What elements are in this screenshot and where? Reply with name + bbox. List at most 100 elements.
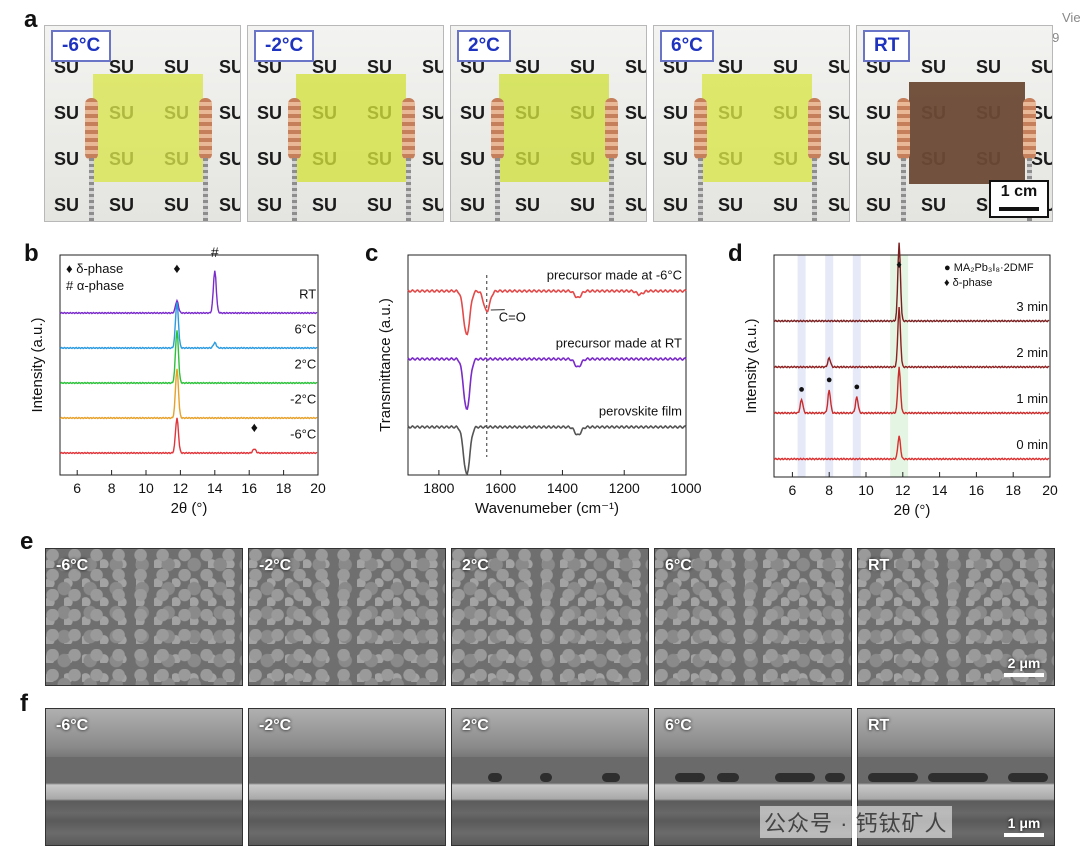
right-clip: [199, 98, 212, 160]
sem-image: -2°C: [248, 708, 446, 846]
su-text: SU: [421, 56, 443, 77]
series-label: 3 min: [1016, 299, 1048, 314]
su-text: SU: [569, 194, 595, 215]
su-text: SU: [772, 56, 798, 77]
panel-label-a: a: [24, 6, 38, 33]
sem-temperature-label: 6°C: [665, 557, 692, 574]
right-clip: [808, 98, 821, 160]
series-label: 2 min: [1016, 345, 1048, 360]
su-text: SU: [624, 194, 646, 215]
left-wire: [89, 158, 94, 221]
panel-label-b: b: [24, 240, 39, 267]
sample-photo: SUSUSUSUSUSUSUSUSUSUSUSUSUSUSUSU-2°C: [247, 25, 444, 222]
xrd-chart-b: 6 8 10 12 14 16 18 20 2θ (°) Intensity (a.u.) ♦ δ-…: [29, 244, 326, 517]
x-tick-label: 14: [932, 482, 948, 498]
right-wire: [812, 158, 817, 221]
x-axis-label: 2θ (°): [171, 500, 208, 517]
su-text: SU: [366, 56, 392, 77]
temperature-label: 2°C: [457, 30, 511, 62]
series-label: 1 min: [1016, 391, 1048, 406]
peak-marker: ●: [826, 374, 833, 386]
series-label: RT: [299, 286, 316, 301]
sem-scale-bar-line: [1004, 673, 1044, 677]
su-text: SU: [218, 148, 240, 169]
left-wire: [901, 158, 906, 221]
series-line: [773, 435, 1050, 461]
x-tick-label: 12: [895, 482, 911, 498]
corner-text: Vie: [1062, 10, 1080, 25]
perovskite-film: [296, 74, 406, 182]
y-axis-label: Intensity (a.u.): [29, 317, 46, 412]
x-tick-label: 1000: [670, 480, 701, 496]
x-tick-label: 18: [276, 480, 292, 496]
su-text: SU: [1030, 56, 1052, 77]
void-region: [868, 773, 918, 782]
su-text: SU: [624, 102, 646, 123]
su-text: SU: [256, 102, 282, 123]
void-region: [540, 773, 552, 782]
su-text: SU: [421, 194, 443, 215]
su-text: SU: [108, 56, 134, 77]
y-axis-label: Transmittance (a.u.): [377, 298, 394, 432]
sem-scale-bar-line: [1004, 833, 1044, 837]
sem-temperature-label: RT: [868, 717, 890, 734]
left-clip: [897, 98, 910, 160]
peak-marker: #: [211, 244, 219, 260]
sem-scale-bar-label: 1 μm: [1007, 815, 1041, 831]
perovskite-film: [702, 74, 812, 182]
su-text: SU: [459, 194, 485, 215]
series-line: [59, 368, 318, 420]
right-wire: [609, 158, 614, 221]
su-text: SU: [421, 102, 443, 123]
su-text: SU: [459, 102, 485, 123]
x-tick-label: 14: [207, 480, 223, 496]
void-region: [775, 773, 815, 782]
su-text: SU: [218, 56, 240, 77]
y-axis-label: Intensity (a.u.): [743, 318, 760, 413]
x-tick-label: 8: [825, 482, 833, 498]
peak-marker: ♦: [173, 260, 180, 276]
su-text: SU: [772, 194, 798, 215]
scale-bar: 1 cm: [989, 180, 1049, 218]
series-label: -6°C: [290, 426, 316, 441]
su-text: SU: [865, 148, 891, 169]
x-tick-label: 1600: [485, 480, 516, 496]
x-tick-label: 6: [73, 480, 81, 496]
x-tick-label: 18: [1005, 482, 1021, 498]
void-region: [717, 773, 739, 782]
perovskite-film: [909, 82, 1025, 184]
series-label: precursor made at -6°C: [547, 267, 682, 282]
su-text: SU: [311, 194, 337, 215]
series-line: [773, 366, 1050, 415]
sample-photo: SUSUSUSUSUSUSUSUSUSUSUSUSUSUSUSU-6°C: [44, 25, 241, 222]
sem-temperature-label: -2°C: [259, 557, 292, 574]
left-clip: [694, 98, 707, 160]
sample-photo: SUSUSUSUSUSUSUSUSUSUSUSUSUSUSUSURT1 cm: [856, 25, 1053, 222]
su-text: SU: [827, 102, 849, 123]
temperature-label: RT: [863, 30, 911, 62]
right-wire: [203, 158, 208, 221]
su-text: SU: [865, 102, 891, 123]
right-clip: [1023, 98, 1036, 160]
su-text: SU: [624, 56, 646, 77]
chart-c-frame: [407, 254, 687, 476]
su-text: SU: [865, 194, 891, 215]
series-line: [59, 302, 318, 350]
series-line: [407, 357, 687, 410]
sem-image: RT 2 μm: [857, 548, 1055, 686]
su-text: SU: [1030, 102, 1052, 123]
temperature-label: -6°C: [51, 30, 112, 62]
right-clip: [605, 98, 618, 160]
su-text: SU: [311, 56, 337, 77]
x-tick-label: 6: [789, 482, 797, 498]
su-text: SU: [108, 194, 134, 215]
su-text: SU: [53, 102, 79, 123]
sem-image: -6°C: [45, 548, 243, 686]
su-text: SU: [53, 194, 79, 215]
sem-scale-bar: 2 μm: [1004, 655, 1044, 677]
panel-label-c: c: [365, 240, 379, 267]
su-text: SU: [624, 148, 646, 169]
su-text: SU: [1030, 148, 1052, 169]
su-text: SU: [717, 194, 743, 215]
x-tick-label: 20: [310, 480, 326, 496]
